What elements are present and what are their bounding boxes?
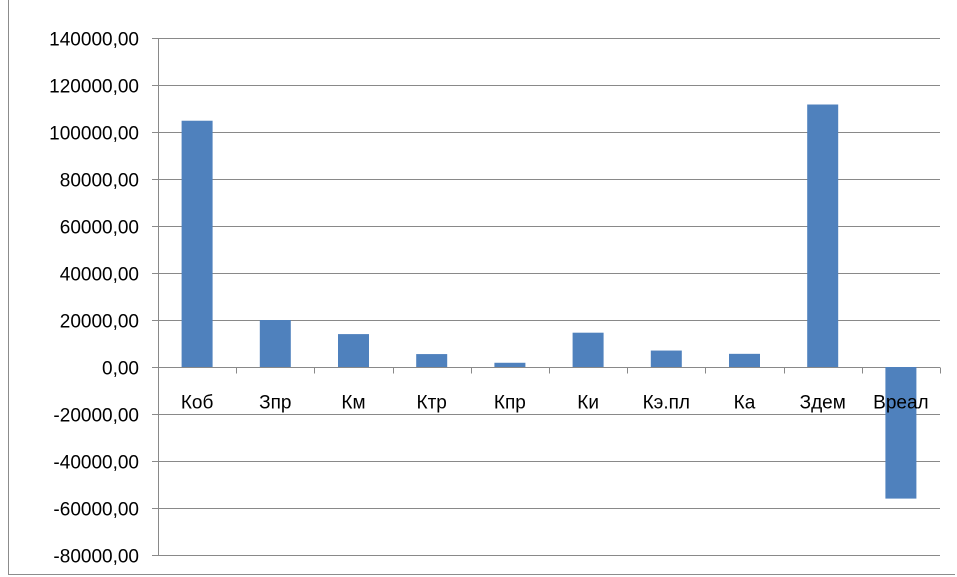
y-tick-label: 80000,00 (60, 171, 139, 192)
bar (807, 104, 839, 367)
x-category-label: Вреал (873, 393, 928, 414)
chart-frame (8, 0, 955, 575)
y-axis-ticks: 140000,00 120000,00 100000,00 80000,00 60000… (49, 30, 139, 568)
bar (338, 334, 369, 367)
bar (885, 367, 917, 499)
y-tick-label: 40000,00 (60, 265, 139, 286)
bar (650, 350, 682, 367)
bar (181, 120, 213, 367)
axes (158, 38, 941, 555)
y-tick-label: 0,00 (102, 359, 139, 380)
bar (572, 332, 604, 367)
x-category-label: Кэ.пл (643, 393, 690, 414)
x-axis-labels: Коб Зпр Км Ктр Кпр Ки Кэ.пл Ка Здем Вреал (181, 393, 929, 414)
bar (729, 353, 760, 367)
bar (259, 320, 291, 367)
y-tick-label: -80000,00 (53, 547, 139, 568)
x-category-label: Коб (181, 393, 214, 414)
x-category-label: Зпр (259, 393, 291, 414)
x-category-label: Кпр (494, 393, 526, 414)
y-tick-label: 100000,00 (49, 124, 139, 145)
bars (181, 104, 917, 499)
y-tick-label: -40000,00 (53, 453, 139, 474)
bar (494, 362, 526, 367)
y-tick-label: -60000,00 (53, 500, 139, 521)
y-tick-label: 120000,00 (49, 77, 139, 98)
x-category-label: Ки (577, 393, 599, 414)
x-category-label: Ктр (417, 393, 447, 414)
x-category-label: Ка (734, 393, 756, 414)
y-tick-label: 60000,00 (60, 218, 139, 239)
x-category-label: Здем (800, 393, 846, 414)
x-category-label: Км (341, 393, 365, 414)
y-tick-label: 20000,00 (60, 312, 139, 333)
bar (416, 354, 448, 367)
y-tick-label: -20000,00 (53, 406, 139, 427)
y-tick-label: 140000,00 (49, 30, 139, 51)
